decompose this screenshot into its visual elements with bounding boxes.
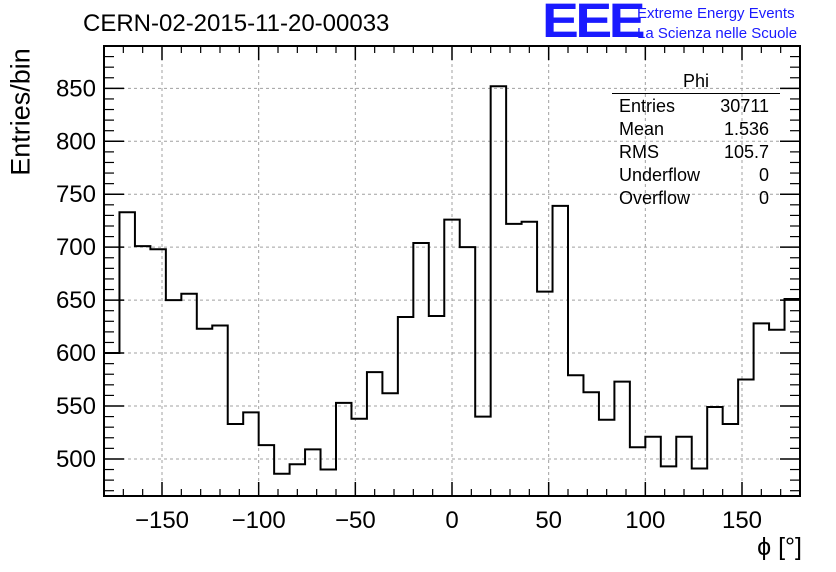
- grid: [104, 46, 800, 496]
- y-tick-label: 550: [56, 393, 96, 420]
- chart-title: CERN-02-2015-11-20-00033: [83, 10, 390, 37]
- stats-value: 0: [758, 188, 769, 208]
- stats-label: Underflow: [619, 165, 701, 185]
- stats-row-overflow: Overflow 0: [612, 187, 780, 210]
- stats-label: Entries: [619, 96, 676, 116]
- x-tick-labels: −150 −100 −50 0 50 100 150: [135, 507, 762, 534]
- stats-label: Overflow: [619, 188, 691, 208]
- stats-row-entries: Entries 30711: [612, 95, 780, 118]
- logo-caption-line1: Extreme Energy Events: [637, 5, 795, 22]
- stats-value: 30711: [720, 96, 769, 116]
- axis-ticks: [104, 46, 800, 496]
- x-axis-label: ϕ [°]: [757, 533, 802, 561]
- logo-caption-line2: La Scienza nelle Scuole: [637, 25, 798, 42]
- stats-label: RMS: [619, 142, 659, 162]
- y-tick-label: 500: [56, 446, 96, 473]
- eee-logo: EEE: [542, 0, 646, 48]
- x-tick-label: −50: [335, 507, 376, 534]
- stats-value: 0: [758, 165, 769, 185]
- stats-value: 105.7: [723, 142, 769, 162]
- y-tick-labels: 500 550 600 650 700 750 800 850: [56, 75, 96, 473]
- y-tick-label: 850: [56, 75, 96, 102]
- y-tick-label: 600: [56, 340, 96, 367]
- logo-caption: Extreme Energy Events La Scienza nelle S…: [637, 4, 797, 44]
- stats-row-underflow: Underflow 0: [612, 164, 780, 187]
- stats-row-mean: Mean 1.536: [612, 118, 780, 141]
- x-tick-label: −100: [232, 507, 286, 534]
- y-tick-label: 800: [56, 128, 96, 155]
- stats-box: Phi Entries 30711 Mean 1.536 RMS 105.7 U…: [612, 70, 780, 210]
- y-tick-label: 700: [56, 234, 96, 261]
- y-axis-label: Entries/bin: [5, 48, 36, 176]
- histogram-line: [103, 85, 801, 496]
- stats-value: 1.536: [723, 119, 769, 139]
- x-tick-label: 100: [625, 507, 665, 534]
- y-tick-label: 750: [56, 181, 96, 208]
- x-tick-label: 150: [722, 507, 762, 534]
- x-tick-label: 0: [445, 507, 458, 534]
- y-tick-label: 650: [56, 287, 96, 314]
- x-tick-label: −150: [135, 507, 189, 534]
- x-tick-label: 50: [535, 507, 562, 534]
- stats-title: Phi: [612, 70, 780, 94]
- stats-row-rms: RMS 105.7: [612, 141, 780, 164]
- stats-label: Mean: [619, 119, 665, 139]
